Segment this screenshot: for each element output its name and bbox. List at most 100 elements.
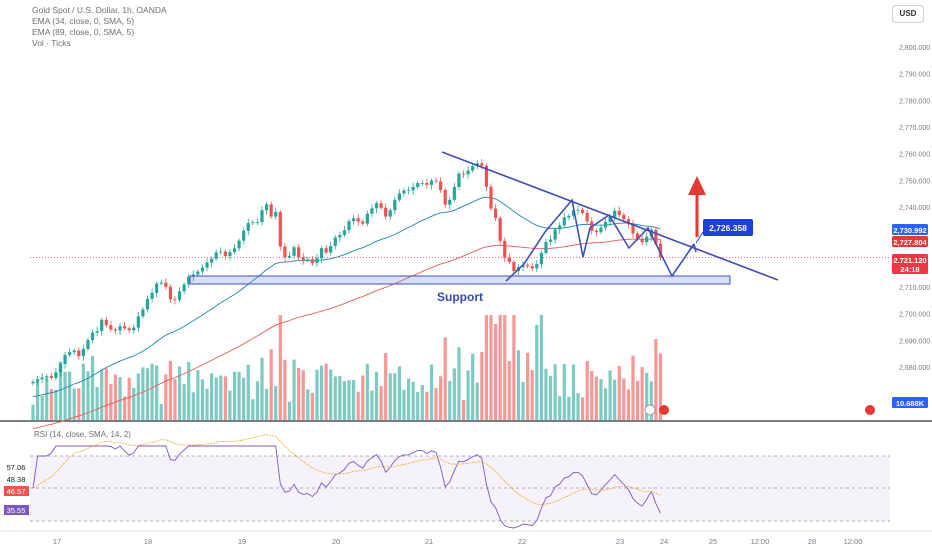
volume-bar bbox=[658, 353, 663, 420]
volume-bar bbox=[264, 388, 269, 420]
candle-body bbox=[329, 245, 333, 253]
volume-bar bbox=[626, 389, 630, 420]
time-tick-label: 24 bbox=[660, 537, 668, 546]
volume-bar bbox=[480, 351, 484, 420]
volume-bar bbox=[361, 375, 365, 420]
candle-body bbox=[539, 252, 543, 265]
volume-bar bbox=[530, 370, 534, 420]
rsi-band-fill bbox=[30, 456, 890, 521]
volume-bar bbox=[182, 384, 186, 420]
volume-bar bbox=[493, 324, 498, 420]
candle-body bbox=[104, 319, 108, 326]
volume-bar bbox=[622, 378, 626, 420]
volume-bar bbox=[319, 365, 324, 420]
rsi-value-label: 46.57 bbox=[7, 487, 26, 496]
volume-bar bbox=[292, 359, 296, 420]
volume-bar bbox=[35, 381, 40, 420]
candle-body bbox=[196, 271, 200, 275]
volume-bar bbox=[297, 367, 301, 420]
candle-body bbox=[512, 261, 516, 272]
currency-button[interactable]: USD bbox=[892, 5, 924, 23]
legend-ema34: EMA (34, close, 0, SMA, 5) bbox=[32, 16, 135, 26]
volume-bar bbox=[40, 395, 44, 420]
candle-body bbox=[301, 257, 305, 261]
candle-body bbox=[90, 332, 95, 341]
candle-body bbox=[594, 230, 598, 233]
us-flag-icon bbox=[659, 405, 669, 415]
volume-bar bbox=[278, 315, 282, 420]
price-tick-label: 2,770.000 bbox=[899, 125, 930, 132]
candle-body bbox=[287, 255, 292, 258]
candle-body bbox=[507, 257, 511, 262]
volume-bar bbox=[402, 389, 406, 420]
candle-body bbox=[255, 221, 260, 223]
candle-body bbox=[448, 199, 452, 205]
candle-body bbox=[406, 190, 411, 192]
volume-bar bbox=[173, 379, 177, 420]
volume-bar bbox=[617, 365, 621, 420]
bullish-arrow-head bbox=[688, 176, 706, 195]
time-tick-label: 18 bbox=[144, 537, 152, 546]
volume-bar bbox=[315, 369, 319, 420]
time-tick-label: 20 bbox=[332, 537, 340, 546]
candle-body bbox=[617, 210, 621, 216]
candle-body bbox=[434, 180, 438, 182]
volume-badge bbox=[892, 397, 928, 408]
candle-body bbox=[315, 258, 319, 264]
ema34-line bbox=[32, 196, 661, 398]
candle-body bbox=[292, 247, 296, 256]
volume-bar bbox=[654, 339, 658, 420]
volume-bar bbox=[562, 364, 566, 420]
volume-bar bbox=[228, 390, 232, 420]
candle-body bbox=[132, 327, 136, 331]
candle-body bbox=[576, 209, 580, 211]
volume-bar bbox=[109, 384, 113, 420]
volume-bar bbox=[434, 388, 438, 420]
price-tick-label: 2,750.000 bbox=[899, 178, 930, 185]
candle-body bbox=[558, 225, 562, 230]
candle-body bbox=[81, 348, 85, 357]
volume-bar bbox=[411, 381, 415, 420]
volume-bar bbox=[429, 364, 434, 420]
candle-body bbox=[645, 236, 649, 243]
candle-body bbox=[159, 282, 163, 284]
candle-body bbox=[173, 299, 177, 301]
volume-bar bbox=[443, 337, 447, 420]
candle-body bbox=[338, 235, 342, 238]
volume-bar bbox=[136, 373, 140, 420]
candle-body bbox=[283, 246, 287, 258]
volume-bar bbox=[118, 377, 122, 420]
price-tick-label: 2,800.000 bbox=[899, 45, 930, 52]
volume-bar bbox=[484, 315, 489, 420]
volume-bar bbox=[365, 363, 369, 420]
volume-bar bbox=[301, 370, 305, 420]
annotation-label: 2,726.358 bbox=[709, 223, 747, 233]
candle-body bbox=[374, 203, 379, 209]
volume-bar bbox=[503, 315, 507, 420]
volume-bar bbox=[452, 368, 456, 420]
candle-body bbox=[347, 221, 351, 231]
volume-bar bbox=[608, 370, 612, 420]
volume-bar bbox=[159, 404, 163, 420]
volume-bar bbox=[113, 374, 118, 420]
volume-bar bbox=[242, 377, 246, 420]
price-badge bbox=[892, 263, 928, 274]
candle-body bbox=[141, 309, 145, 317]
volume-bar bbox=[164, 374, 168, 420]
projected-path bbox=[505, 198, 695, 282]
volume-bar bbox=[631, 355, 635, 420]
candle-body bbox=[113, 329, 118, 331]
volume-bar bbox=[338, 376, 342, 420]
volume-bar bbox=[553, 364, 557, 420]
candle-body bbox=[118, 326, 122, 331]
rsi-value-label: 35.55 bbox=[7, 506, 26, 515]
candle-body bbox=[365, 213, 369, 224]
candle-body bbox=[214, 252, 218, 259]
price-badge-label: 24:18 bbox=[900, 265, 919, 274]
volume-bar bbox=[232, 371, 237, 420]
volume-bar bbox=[471, 353, 475, 420]
volume-bar bbox=[132, 387, 136, 420]
candle-body bbox=[471, 166, 475, 171]
volume-bar bbox=[283, 359, 287, 420]
